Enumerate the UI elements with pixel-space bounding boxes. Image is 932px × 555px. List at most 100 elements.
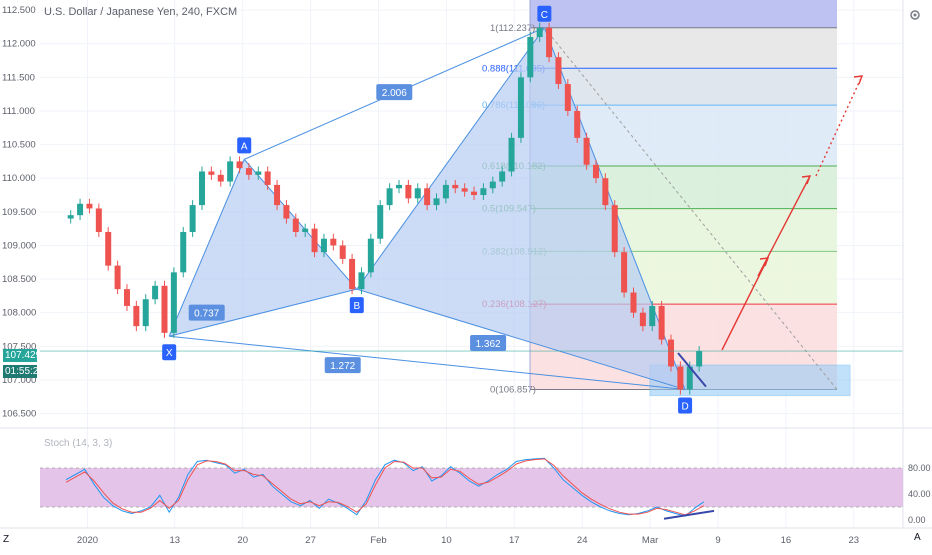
candle-body	[199, 171, 206, 206]
fib-zone	[530, 68, 837, 106]
y-tick-label: 109.500	[2, 207, 36, 218]
candle-body	[574, 110, 581, 138]
candle-body	[386, 188, 393, 206]
harmonic-bcd-fill	[356, 27, 686, 390]
candle-body	[105, 231, 112, 266]
y-tick-label: 109.000	[2, 240, 36, 251]
candle-body	[274, 184, 281, 206]
leg-ab	[243, 159, 358, 290]
fib-zone	[530, 27, 837, 69]
candle-body	[564, 84, 571, 111]
candle-body	[489, 181, 496, 189]
y-tick-label: 110.000	[2, 173, 36, 184]
x-tick-label: Mar	[642, 535, 658, 546]
point-label-c: C	[541, 10, 548, 21]
candle-body	[377, 205, 384, 239]
candle-body	[517, 77, 524, 138]
y-tick-label: 106.500	[2, 409, 36, 420]
candle-body	[668, 339, 675, 367]
candle-body	[311, 228, 318, 253]
stoch-series-0	[65, 457, 705, 517]
point-label-a: A	[241, 141, 248, 152]
arrow-head	[853, 75, 864, 85]
ratio-label-bg	[470, 334, 507, 351]
candle-body	[480, 188, 487, 196]
divergence-line	[677, 352, 707, 388]
candle-body	[67, 215, 74, 219]
point-label-x: X	[166, 348, 173, 359]
candle-body	[630, 292, 637, 313]
fib-level-label: 0(106.857)	[490, 385, 536, 396]
candle-body	[349, 258, 356, 290]
candle-body	[114, 265, 121, 290]
arrow-head	[801, 175, 812, 185]
candle-body	[236, 161, 243, 169]
arrow-head	[759, 257, 770, 267]
x-tick-label: 9	[715, 535, 720, 546]
x-tick-label: 27	[305, 535, 316, 546]
projection-arrow-2	[757, 175, 811, 277]
candle-body	[499, 171, 506, 182]
candle-body	[264, 171, 271, 185]
candle-body	[161, 285, 168, 333]
candle-body	[649, 305, 656, 327]
candle-body	[621, 252, 628, 293]
candle-body	[546, 27, 553, 58]
timezone-button[interactable]: Z	[3, 534, 10, 545]
fib-level-label: 1(112.237)	[490, 23, 535, 34]
candle-body	[696, 351, 703, 367]
gear-icon[interactable]	[908, 8, 922, 22]
ratio-label: 2.006	[382, 88, 407, 99]
candle-body	[189, 205, 196, 232]
candle-body	[592, 164, 599, 179]
ratio-label: 0.737	[194, 309, 219, 320]
x-tick-label: 17	[509, 535, 520, 546]
stoch-title: Stoch (14, 3, 3)	[44, 438, 113, 449]
candle-body	[555, 57, 562, 85]
x-tick-label: 23	[849, 535, 860, 546]
candle-body	[283, 205, 290, 219]
candle-body	[611, 205, 618, 253]
auto-scale-button[interactable]: A	[914, 532, 921, 543]
candle-countdown-tag: 01:55:24	[3, 365, 44, 378]
chart-title: U.S. Dollar / Japanese Yen, 240, FXCM	[44, 6, 238, 18]
candle-body	[302, 228, 309, 232]
candle-body	[133, 305, 140, 327]
candle-body	[339, 245, 346, 259]
candle-body	[208, 171, 215, 175]
candle-body	[217, 174, 224, 182]
stoch-y-tick: 40.00	[908, 489, 931, 499]
candle-body	[602, 178, 609, 206]
candle-body	[292, 218, 299, 232]
candle-body	[658, 305, 665, 340]
candle-body	[77, 203, 84, 216]
ratio-label-bg	[324, 357, 361, 374]
stoch-band	[40, 468, 903, 507]
candle-body	[424, 188, 431, 206]
point-label-bg	[237, 137, 252, 154]
candle-body	[527, 36, 534, 78]
ratio-label: 1.362	[476, 339, 501, 350]
x-tick-label: 13	[170, 535, 181, 546]
x-tick-label: Feb	[370, 535, 386, 546]
candle-body	[536, 27, 543, 37]
candle-body	[405, 184, 412, 199]
stoch-y-tick: 80.00	[908, 463, 931, 473]
candle-body	[123, 289, 130, 306]
y-tick-label: 108.000	[2, 308, 36, 319]
candle-body	[320, 238, 327, 253]
candle-body	[367, 238, 374, 273]
candle-body	[677, 366, 684, 390]
y-tick-label: 112.500	[2, 5, 36, 16]
point-label-bg	[537, 5, 552, 22]
candle-body	[414, 188, 421, 199]
y-tick-label: 112.000	[2, 39, 36, 50]
y-tick-label: 107.000	[2, 375, 36, 386]
candle-body	[508, 137, 515, 172]
y-tick-label: 110.500	[2, 140, 36, 151]
candle-body	[95, 208, 102, 232]
y-tick-label: 111.500	[2, 72, 35, 83]
candle-body	[433, 198, 440, 206]
